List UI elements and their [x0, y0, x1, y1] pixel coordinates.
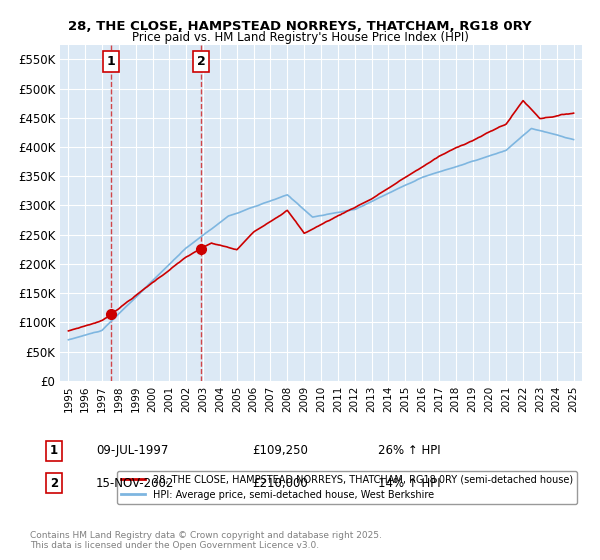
- Legend: 28, THE CLOSE, HAMPSTEAD NORREYS, THATCHAM, RG18 0RY (semi-detached house), HPI:: 28, THE CLOSE, HAMPSTEAD NORREYS, THATCH…: [117, 471, 577, 503]
- Text: £109,250: £109,250: [252, 444, 308, 458]
- Text: 2: 2: [50, 477, 58, 490]
- Text: 14% ↑ HPI: 14% ↑ HPI: [378, 477, 440, 490]
- Text: 2: 2: [197, 55, 205, 68]
- Text: Contains HM Land Registry data © Crown copyright and database right 2025.
This d: Contains HM Land Registry data © Crown c…: [30, 530, 382, 550]
- Text: Price paid vs. HM Land Registry's House Price Index (HPI): Price paid vs. HM Land Registry's House …: [131, 31, 469, 44]
- Text: 15-NOV-2002: 15-NOV-2002: [96, 477, 175, 490]
- Text: 1: 1: [107, 55, 115, 68]
- Text: 09-JUL-1997: 09-JUL-1997: [96, 444, 169, 458]
- Text: £210,000: £210,000: [252, 477, 308, 490]
- Text: 26% ↑ HPI: 26% ↑ HPI: [378, 444, 440, 458]
- Text: 28, THE CLOSE, HAMPSTEAD NORREYS, THATCHAM, RG18 0RY: 28, THE CLOSE, HAMPSTEAD NORREYS, THATCH…: [68, 20, 532, 32]
- Text: 1: 1: [50, 444, 58, 458]
